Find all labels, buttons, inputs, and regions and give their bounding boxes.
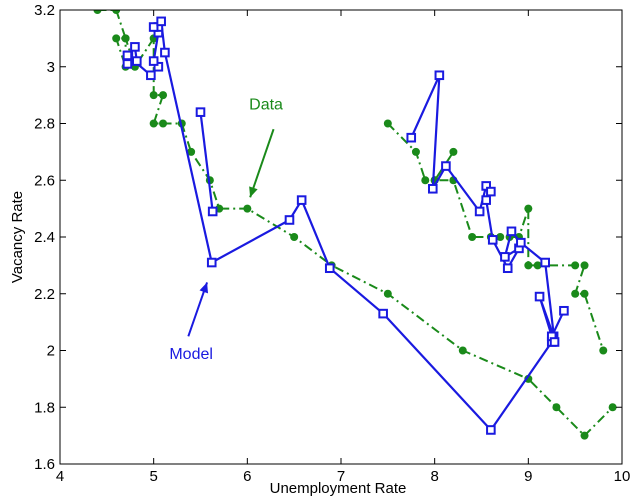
model-point: [378, 308, 388, 319]
model-line: [410, 74, 556, 343]
model-point: [441, 161, 451, 171]
data-point: [524, 204, 533, 213]
model-point: [534, 291, 545, 302]
model-point: [559, 305, 569, 316]
model-point: [474, 206, 485, 217]
data-point: [599, 346, 608, 355]
model-point: [195, 107, 206, 117]
model-series: [122, 16, 569, 435]
data-point: [458, 346, 467, 355]
data-point: [580, 431, 589, 440]
data-point: [571, 261, 580, 270]
model-point: [502, 263, 513, 274]
y-tick-label: 2.8: [34, 116, 55, 133]
axes: 4 5 6 7 8 9 10 1.6 1.8 2 2.2 2.4 2.6 2.8 3 3.2: [34, 2, 630, 485]
data-point: [411, 147, 420, 156]
data-point: [383, 289, 392, 298]
data-point: [383, 119, 392, 128]
model-point: [486, 425, 496, 435]
x-axis-label: Unemployment Rate: [270, 480, 407, 497]
model-point: [324, 263, 335, 274]
data-point: [580, 289, 589, 298]
data-layer: [93, 10, 617, 440]
x-tick-label: 6: [243, 468, 251, 485]
data-point: [290, 233, 299, 241]
model-point: [130, 42, 140, 52]
y-axis-label: Vacancy Rate: [9, 191, 26, 283]
model-point: [427, 183, 438, 194]
model-point: [481, 195, 491, 205]
data-point: [149, 91, 158, 100]
model-point: [284, 215, 295, 225]
data-point: [552, 403, 561, 412]
plot-frame: [59, 9, 623, 465]
y-tick-label: 1.8: [34, 399, 55, 416]
y-tick-label: 1.6: [34, 456, 55, 473]
data-point: [524, 261, 533, 270]
model-point: [540, 257, 550, 268]
model-line: [199, 112, 214, 212]
model-point: [207, 206, 218, 217]
y-tick-label: 2.2: [34, 286, 55, 303]
model-point: [148, 56, 159, 66]
x-tick-label: 10: [614, 468, 631, 485]
data-point: [580, 261, 589, 270]
annotations: Data Model: [169, 96, 283, 363]
model-point: [148, 22, 159, 32]
data-point: [571, 289, 580, 298]
y-tick-label: 3.2: [34, 2, 55, 19]
data-point: [112, 10, 121, 14]
y-tick-label: 2: [47, 343, 55, 360]
x-tick-label: 7: [337, 468, 345, 485]
model-point: [122, 50, 133, 61]
data-point: [149, 119, 158, 128]
model-annotation-arrowhead: [199, 282, 209, 294]
data-point: [93, 10, 102, 14]
data-point: [159, 91, 168, 100]
data-point: [243, 204, 252, 213]
model-point: [122, 59, 133, 69]
model-annotation-label: Model: [169, 346, 213, 363]
data-point: [533, 261, 542, 270]
model-point: [206, 257, 217, 268]
data-point: [421, 176, 430, 185]
data-series: [93, 10, 617, 440]
data-annotation-arrow: [249, 128, 275, 198]
model-point: [434, 70, 445, 81]
model-point: [146, 70, 156, 81]
model-point: [296, 195, 307, 205]
model-point: [160, 47, 170, 58]
x-tick-label: 4: [56, 468, 64, 485]
data-point: [468, 233, 477, 241]
y-tick-label: 2.6: [34, 172, 55, 189]
data-point: [187, 147, 196, 156]
model-point: [516, 237, 526, 248]
y-tick-label: 3: [47, 59, 55, 76]
data-annotation-label: Data: [249, 96, 283, 113]
data-point: [449, 147, 458, 156]
model-point: [486, 186, 496, 197]
model-point: [506, 226, 517, 237]
data-point: [121, 34, 130, 43]
data-point: [608, 403, 617, 412]
model-line: [126, 20, 565, 432]
x-tick-label: 8: [430, 468, 438, 485]
data-point: [159, 119, 168, 128]
model-point: [500, 252, 510, 262]
data-line: [97, 10, 614, 437]
model-point: [406, 132, 417, 143]
y-tick-label: 2.4: [34, 229, 55, 246]
model-point: [156, 16, 166, 27]
data-point: [112, 34, 121, 43]
data-annotation-arrowhead: [249, 186, 258, 198]
x-tick-label: 9: [524, 468, 532, 485]
model-point: [132, 56, 142, 66]
x-tick-label: 5: [149, 468, 157, 485]
model-point: [549, 337, 560, 347]
data-point: [496, 233, 505, 241]
model-point: [487, 235, 498, 245]
